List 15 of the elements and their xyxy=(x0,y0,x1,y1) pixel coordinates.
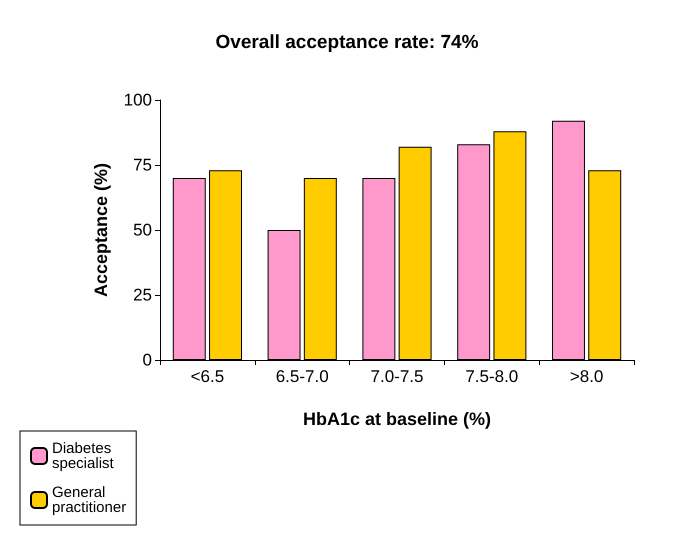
x-tick-label: 7.0-7.5 xyxy=(370,367,424,386)
y-tick-label: 25 xyxy=(133,286,152,304)
x-tick-label: 6.5-7.0 xyxy=(276,367,329,386)
y-tick-label: 100 xyxy=(124,90,152,110)
x-tick-label: <6.5 xyxy=(190,367,224,386)
chart-title: Overall acceptance rate: 74% xyxy=(216,32,479,53)
x-axis-title: HbA1c at baseline (%) xyxy=(302,409,492,429)
y-tick-label: 50 xyxy=(133,220,152,240)
legend-label: Diabetes specialist xyxy=(52,440,116,472)
y-axis-title: Acceptance (%) xyxy=(91,162,111,298)
x-tick-label: >8.0 xyxy=(570,367,604,386)
legend-label: General practitioner xyxy=(52,484,126,516)
x-tick-label: 7.5-8.0 xyxy=(465,367,518,386)
y-tick-label: 75 xyxy=(133,156,152,174)
y-tick-label: 0 xyxy=(142,350,152,370)
